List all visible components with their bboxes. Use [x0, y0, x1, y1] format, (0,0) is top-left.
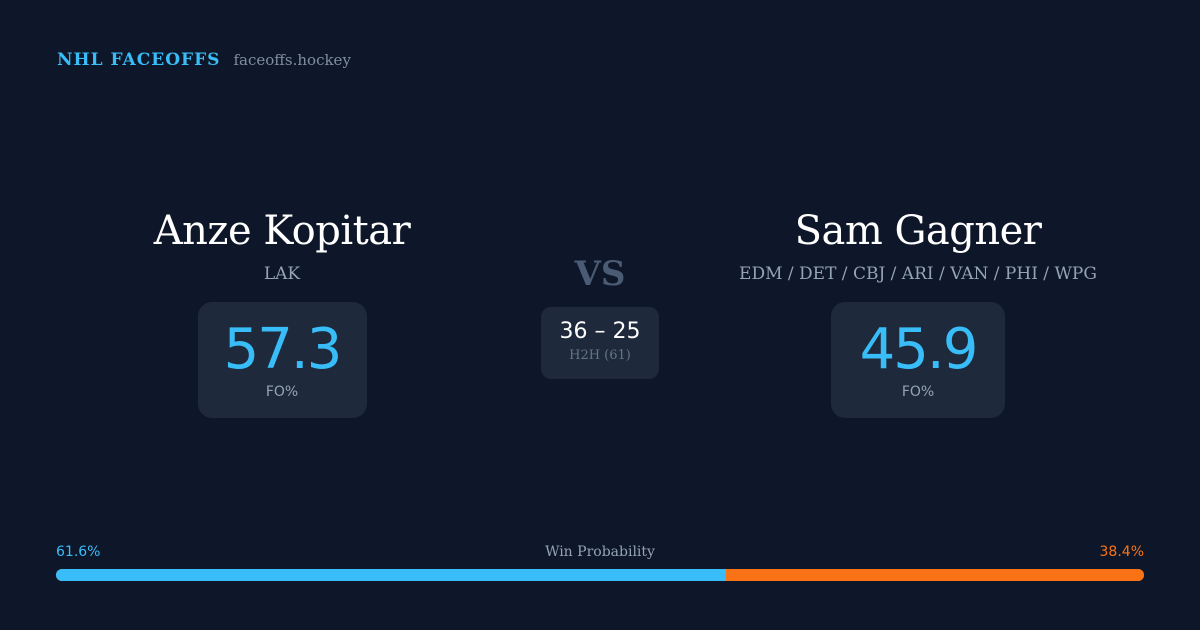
brand-title: NHL FACEOFFS — [57, 50, 221, 70]
fo-percentage: 45.9 — [859, 317, 979, 382]
fo-card: 57.3 FO% — [197, 302, 367, 418]
fo-card: 45.9 FO% — [831, 302, 1005, 418]
fo-label: FO% — [265, 384, 299, 400]
win-prob-label: Win Probability — [545, 544, 655, 560]
win-probability: 61.6% Win Probability 38.4% — [56, 544, 1144, 581]
h2h-card: 36 – 25 H2H (61) — [541, 307, 659, 379]
vs-label: VS — [574, 254, 626, 294]
brand-url: faceoffs.hockey — [233, 51, 351, 69]
player-left: Anze Kopitar LAK 57.3 FO% — [132, 208, 432, 418]
fo-label: FO% — [901, 384, 935, 400]
player-teams: EDM / DET / CBJ / ARI / VAN / PHI / WPG — [739, 264, 1097, 284]
win-prob-bar — [56, 569, 1144, 581]
brand: NHL FACEOFFS faceoffs.hockey — [57, 50, 351, 70]
player-name: Sam Gagner — [794, 208, 1042, 254]
h2h-score: 36 – 25 — [559, 319, 641, 344]
win-prob-left: 61.6% — [56, 544, 101, 560]
fo-percentage: 57.3 — [223, 317, 343, 382]
win-prob-right: 38.4% — [1099, 544, 1144, 560]
win-prob-bar-left — [56, 569, 727, 581]
player-name: Anze Kopitar — [153, 208, 411, 254]
win-prob-bar-right — [726, 569, 1144, 581]
player-right: Sam Gagner EDM / DET / CBJ / ARI / VAN /… — [718, 208, 1118, 418]
player-teams: LAK — [263, 264, 301, 284]
h2h-label: H2H (61) — [569, 348, 631, 363]
